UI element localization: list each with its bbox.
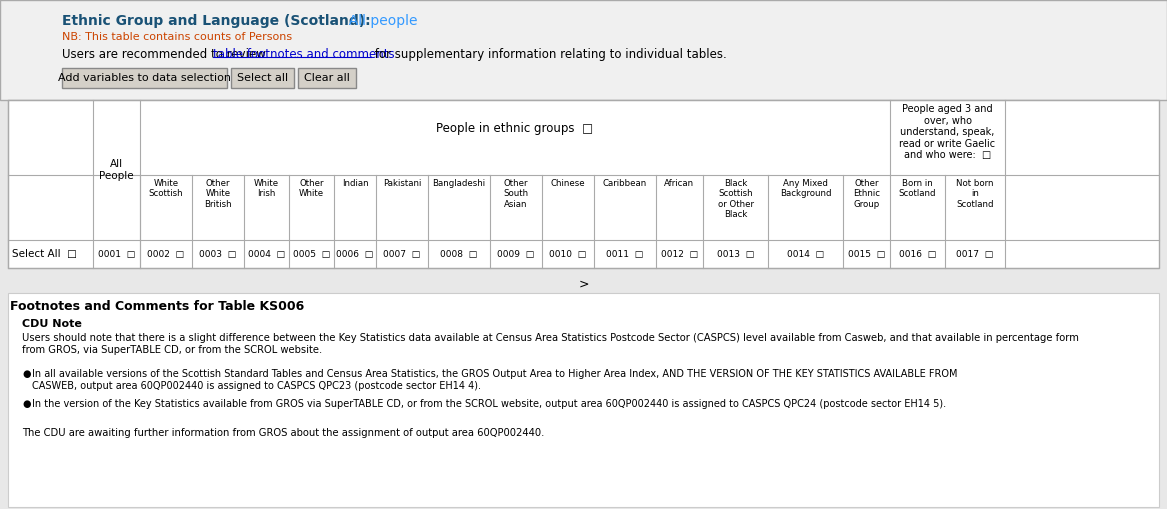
Text: In all available versions of the Scottish Standard Tables and Census Area Statis: In all available versions of the Scottis… — [32, 369, 957, 390]
Text: People in ethnic groups  □: People in ethnic groups □ — [436, 122, 594, 134]
Text: Users should note that there is a slight difference between the Key Statistics d: Users should note that there is a slight… — [22, 333, 1078, 355]
Text: 0004  □: 0004 □ — [247, 249, 285, 259]
Text: Pakistani: Pakistani — [383, 179, 421, 188]
Text: 0007  □: 0007 □ — [384, 249, 420, 259]
Text: 0005  □: 0005 □ — [293, 249, 330, 259]
Text: 0013  □: 0013 □ — [717, 249, 754, 259]
Bar — [298, 68, 356, 88]
Text: ●: ● — [22, 369, 30, 379]
Text: Black
Scottish
or Other
Black: Black Scottish or Other Black — [718, 179, 754, 219]
Text: White
Irish: White Irish — [254, 179, 279, 199]
Text: Select All  □: Select All □ — [12, 249, 77, 259]
Text: Other
White: Other White — [299, 179, 324, 199]
Text: Footnotes and Comments for Table KS006: Footnotes and Comments for Table KS006 — [11, 300, 305, 313]
Text: Clear all: Clear all — [305, 73, 350, 83]
Text: 0009  □: 0009 □ — [497, 249, 534, 259]
Text: Any Mixed
Background: Any Mixed Background — [780, 179, 831, 199]
Text: ●: ● — [22, 399, 30, 409]
Text: The CDU are awaiting further information from GROS about the assignment of outpu: The CDU are awaiting further information… — [22, 428, 544, 438]
Text: Indian: Indian — [342, 179, 369, 188]
Text: 0011  □: 0011 □ — [607, 249, 644, 259]
Text: Caribbean: Caribbean — [603, 179, 648, 188]
Text: 0012  □: 0012 □ — [661, 249, 698, 259]
Text: Other
South
Asian: Other South Asian — [503, 179, 529, 209]
Text: All
People: All People — [99, 159, 134, 181]
Text: All people: All people — [340, 14, 418, 28]
Text: People aged 3 and
over, who
understand, speak,
read or write Gaelic
and who were: People aged 3 and over, who understand, … — [900, 104, 995, 160]
Text: 0014  □: 0014 □ — [787, 249, 824, 259]
Text: NB: This table contains counts of Persons: NB: This table contains counts of Person… — [62, 32, 292, 42]
Text: CDU Note: CDU Note — [22, 319, 82, 329]
Text: Not born
in
Scotland: Not born in Scotland — [956, 179, 994, 209]
Text: Other
Ethnic
Group: Other Ethnic Group — [853, 179, 880, 209]
Bar — [8, 293, 1159, 507]
Text: 0017  □: 0017 □ — [957, 249, 993, 259]
Text: 0010  □: 0010 □ — [550, 249, 587, 259]
Text: Chinese: Chinese — [551, 179, 586, 188]
Text: >: > — [579, 278, 588, 291]
Text: 0001  □: 0001 □ — [98, 249, 135, 259]
Text: Ethnic Group and Language (Scotland):: Ethnic Group and Language (Scotland): — [62, 14, 371, 28]
Bar — [8, 100, 1159, 268]
Text: White
Scottish: White Scottish — [148, 179, 183, 199]
Text: 0006  □: 0006 □ — [336, 249, 373, 259]
Text: Bangladeshi: Bangladeshi — [433, 179, 485, 188]
Text: 0016  □: 0016 □ — [899, 249, 936, 259]
Text: 0015  □: 0015 □ — [848, 249, 885, 259]
Text: In the version of the Key Statistics available from GROS via SuperTABLE CD, or f: In the version of the Key Statistics ava… — [32, 399, 946, 409]
Text: African: African — [664, 179, 694, 188]
Bar — [231, 68, 294, 88]
Text: for supplementary information relating to individual tables.: for supplementary information relating t… — [371, 48, 727, 61]
Text: table footnotes and comments: table footnotes and comments — [214, 48, 394, 61]
Text: Born in
Scotland: Born in Scotland — [899, 179, 936, 199]
Text: Select all: Select all — [237, 73, 288, 83]
Text: 0002  □: 0002 □ — [147, 249, 184, 259]
Text: 0003  □: 0003 □ — [200, 249, 237, 259]
Text: 0008  □: 0008 □ — [440, 249, 477, 259]
Text: Add variables to data selection: Add variables to data selection — [58, 73, 231, 83]
Bar — [0, 0, 1167, 100]
Text: Users are recommended to review: Users are recommended to review — [62, 48, 270, 61]
Text: Other
White
British: Other White British — [204, 179, 232, 209]
Bar — [62, 68, 228, 88]
